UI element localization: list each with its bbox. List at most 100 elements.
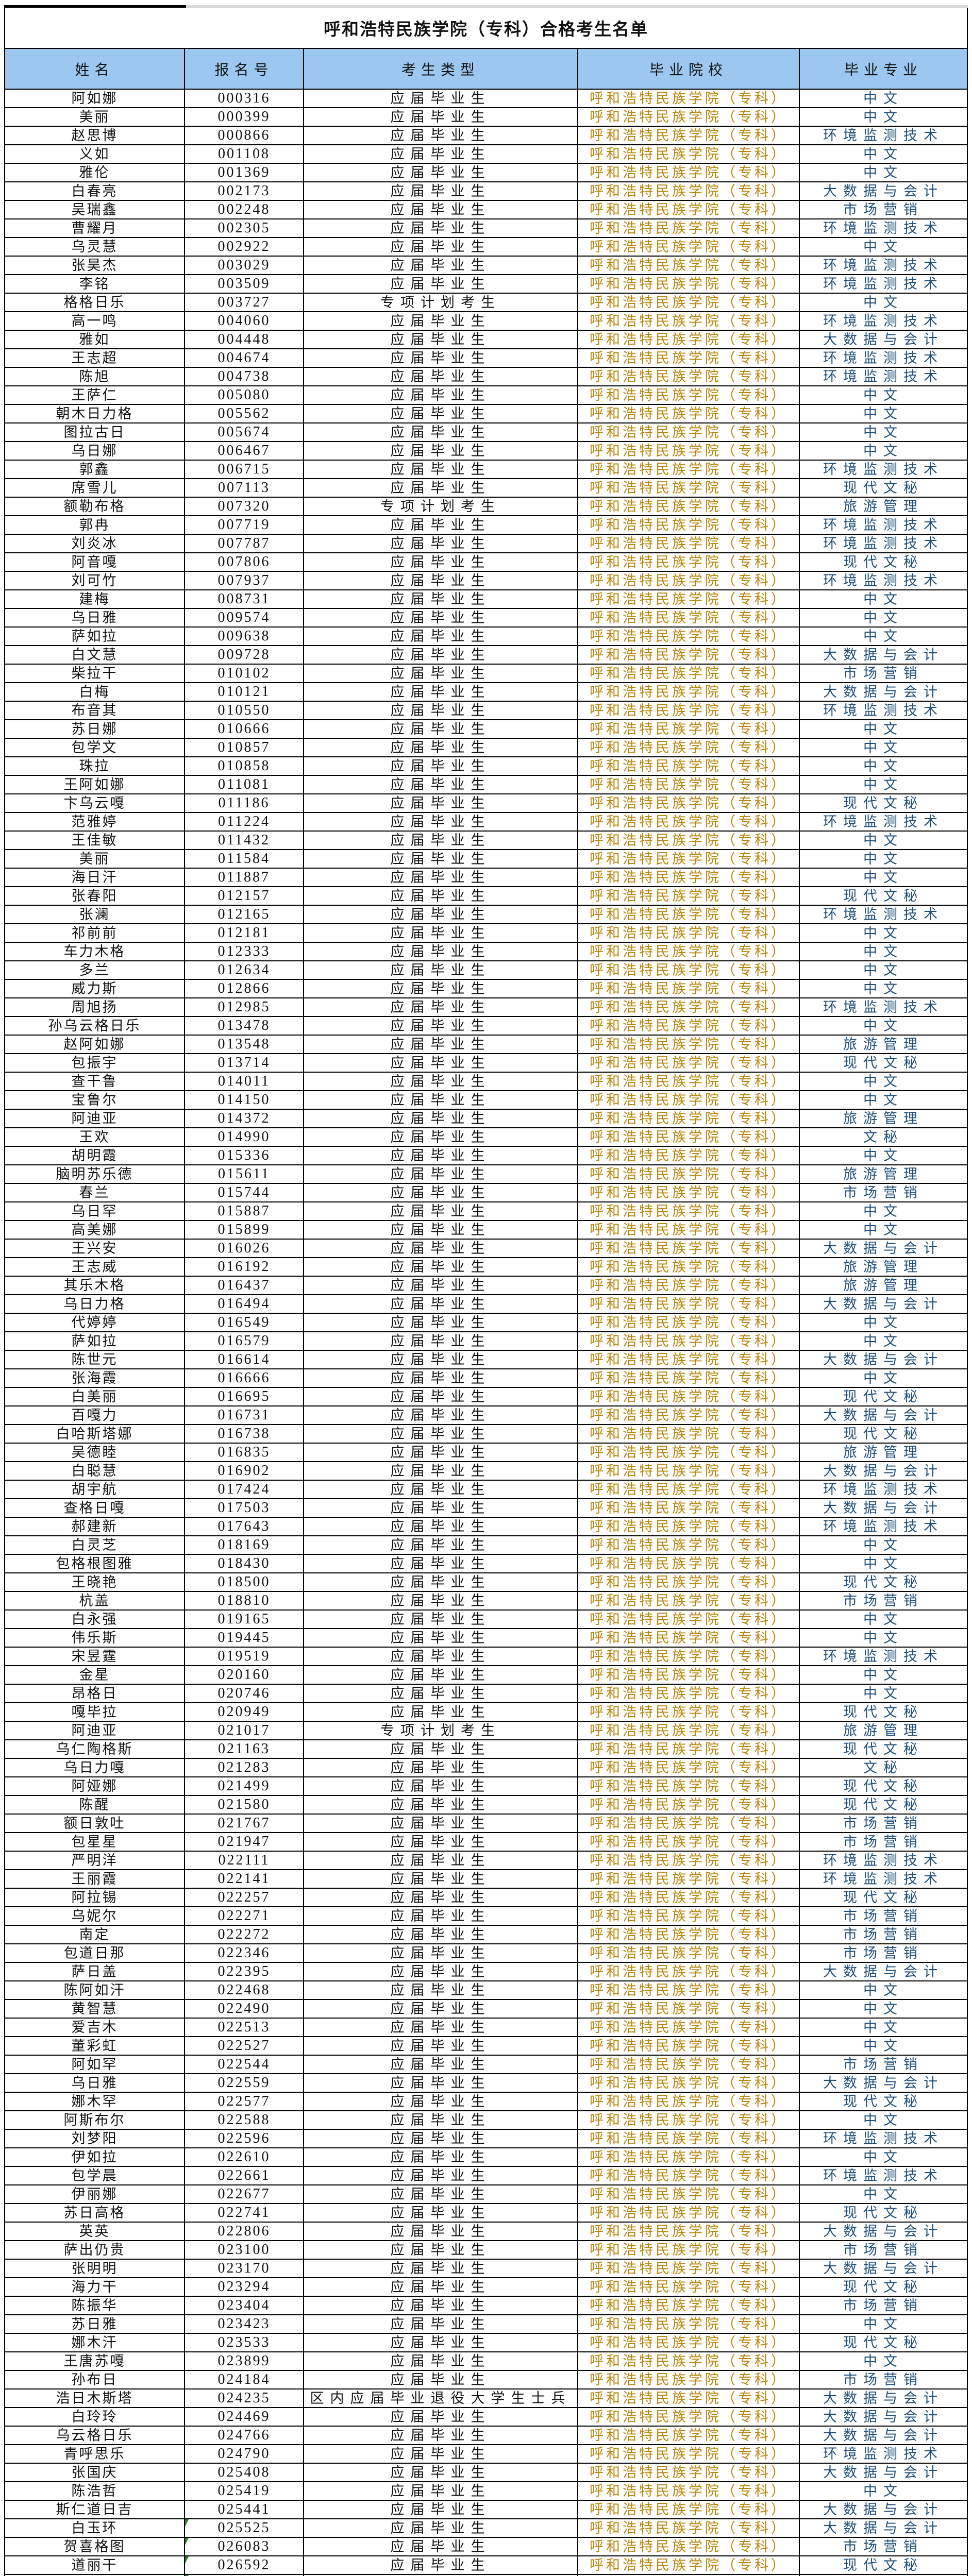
major-cell: 环境监测技术	[823, 814, 944, 829]
regno-cell: 016494	[185, 1295, 304, 1313]
table-row: 乌仁其木格026700应届毕业生呼和浩特民族学院（专科）大数据与会计	[5, 2575, 967, 2576]
type-cell: 应届毕业生	[304, 1406, 578, 1424]
major-cell: 大数据与会计	[823, 2409, 944, 2425]
regno-cell: 024184	[185, 2371, 304, 2388]
table-row: 陈浩哲 025419 应届毕业生 呼和浩特民族学院（专科） 中文	[5, 2482, 967, 2501]
table-row: 嘎毕拉 020949 应届毕业生 呼和浩特民族学院（专科） 现代文秘	[5, 1703, 967, 1722]
table-row: 萨日盖 022395 应届毕业生 呼和浩特民族学院（专科） 大数据与会计	[5, 1963, 967, 1981]
type-cell: 应届毕业生	[304, 1573, 578, 1591]
regno-cell: 009728	[185, 646, 304, 664]
type-cell: 应届毕业生	[304, 479, 578, 497]
type-cell: 应届毕业生	[304, 1981, 578, 1999]
table-row: 陈旭 004738 应届毕业生 呼和浩特民族学院（专科） 环境监测技术	[5, 368, 967, 386]
table-row: 查干鲁 014011 应届毕业生 呼和浩特民族学院（专科） 中文	[5, 1073, 967, 1091]
major-cell: 现代文秘	[843, 554, 924, 570]
major-cell: 中文	[863, 1222, 903, 1238]
name-cell: 白永强	[5, 1611, 185, 1628]
type-cell: 应届毕业生	[304, 1036, 578, 1053]
table-row: 张明明 023170 应届毕业生 呼和浩特民族学院（专科） 大数据与会计	[5, 2260, 967, 2278]
school-cell: 呼和浩特民族学院（专科）	[578, 906, 800, 923]
name-cell: 郭鑫	[5, 461, 185, 478]
name-cell: 乌日罕	[5, 1202, 185, 1220]
major-cell: 大数据与会计	[823, 2501, 944, 2517]
table-row: 赵阿如娜 013548 应届毕业生 呼和浩特民族学院（专科） 旅游管理	[5, 1036, 967, 1054]
type-cell: 应届毕业生	[304, 2000, 578, 2018]
school-cell: 呼和浩特民族学院（专科）	[578, 1165, 800, 1183]
regno-cell: 022544	[185, 2056, 304, 2073]
school-cell: 呼和浩特民族学院（专科）	[578, 924, 800, 942]
name-cell: 陈浩哲	[5, 2482, 185, 2500]
name-cell: 范雅婷	[5, 813, 185, 831]
major-cell: 中文	[863, 1685, 903, 1701]
regno-cell: 022677	[185, 2185, 304, 2203]
school-cell: 呼和浩特民族学院（专科）	[578, 257, 800, 274]
table-row: 王晓艳 018500 应届毕业生 呼和浩特民族学院（专科） 现代文秘	[5, 1573, 967, 1592]
name-cell: 阿迪亚	[5, 1722, 185, 1739]
type-cell: 应届毕业生	[304, 628, 578, 645]
name-cell: 赵阿如娜	[5, 1036, 185, 1053]
table-row: 乌日雅 022559 应届毕业生 呼和浩特民族学院（专科） 大数据与会计	[5, 2074, 967, 2093]
name-cell: 陈旭	[5, 368, 185, 385]
regno-cell: 021163	[185, 1740, 304, 1758]
regno-cell: 002922	[185, 238, 304, 256]
regno-cell: 018810	[185, 1592, 304, 1609]
school-cell: 呼和浩特民族学院（专科）	[578, 943, 800, 960]
school-cell: 呼和浩特民族学院（专科）	[578, 572, 800, 589]
regno-cell: 017643	[185, 1518, 304, 1535]
regno-cell: 012157	[185, 887, 304, 905]
table-row: 青呼思乐 024790 应届毕业生 呼和浩特民族学院（专科） 环境监测技术	[5, 2445, 967, 2464]
regno-cell: 024766	[185, 2427, 304, 2444]
table-header-row: 姓名 报名号 考生类型 毕业院校 毕业专业	[5, 49, 967, 90]
school-cell: 呼和浩特民族学院（专科）	[578, 720, 800, 738]
table-row: 乌日雅 009574 应届毕业生 呼和浩特民族学院（专科） 中文	[5, 609, 967, 628]
major-cell: 中文	[863, 851, 903, 867]
regno-cell: 023423	[185, 2315, 304, 2333]
name-cell: 白文慧	[5, 646, 185, 664]
name-cell: 王阿如娜	[5, 776, 185, 793]
type-cell: 应届毕业生	[304, 2185, 578, 2203]
school-cell: 呼和浩特民族学院（专科）	[578, 1314, 800, 1331]
type-cell: 应届毕业生	[304, 1017, 578, 1035]
table-row: 布音其 010550 应届毕业生 呼和浩特民族学院（专科） 环境监测技术	[5, 702, 967, 720]
name-cell: 张明明	[5, 2260, 185, 2277]
table-row: 乌日罕 015887 应届毕业生 呼和浩特民族学院（专科） 中文	[5, 1202, 967, 1221]
table-row: 范雅婷 011224 应届毕业生 呼和浩特民族学院（专科） 环境监测技术	[5, 813, 967, 832]
name-cell: 乌云格日乐	[5, 2427, 185, 2444]
regno-cell: 014990	[185, 1128, 304, 1146]
table-row: 董彩虹 022527 应届毕业生 呼和浩特民族学院（专科） 中文	[5, 2037, 967, 2056]
major-cell: 大数据与会计	[823, 2464, 944, 2480]
name-cell: 娜木汗	[5, 2334, 185, 2351]
name-cell: 额日敦吐	[5, 1815, 185, 1832]
table-row: 白永强 019165 应届毕业生 呼和浩特民族学院（专科） 中文	[5, 1611, 967, 1629]
regno-cell: 023533	[185, 2334, 304, 2351]
type-cell: 应届毕业生	[304, 2260, 578, 2277]
table-row: 白玉环 025525 应届毕业生 呼和浩特民族学院（专科） 大数据与会计	[5, 2519, 967, 2538]
name-cell: 陈振华	[5, 2297, 185, 2314]
regno-cell: 023100	[185, 2241, 304, 2259]
type-cell: 应届毕业生	[304, 1852, 578, 1869]
school-cell: 呼和浩特民族学院（专科）	[578, 1332, 800, 1350]
regno-cell: 007719	[185, 516, 304, 534]
school-cell: 呼和浩特民族学院（专科）	[578, 1202, 800, 1220]
type-cell: 应届毕业生	[304, 850, 578, 868]
major-cell: 环境监测技术	[823, 220, 944, 236]
name-cell: 孙乌云格日乐	[5, 1017, 185, 1035]
school-cell: 呼和浩特民族学院（专科）	[578, 1481, 800, 1498]
name-cell: 乌仁其木格	[5, 2575, 185, 2576]
page-title: 呼和浩特民族学院（专科）合格考生名单	[5, 8, 967, 49]
school-cell: 呼和浩特民族学院（专科）	[578, 1722, 800, 1739]
column-header-school: 毕业院校	[578, 49, 800, 89]
column-header-regno: 报名号	[185, 49, 304, 89]
regno-cell: 007320	[185, 498, 304, 515]
regno-cell: 013478	[185, 1017, 304, 1035]
table-row: 张澜 012165 应届毕业生 呼和浩特民族学院（专科） 环境监测技术	[5, 906, 967, 924]
school-cell: 呼和浩特民族学院（专科）	[578, 1611, 800, 1628]
school-cell: 呼和浩特民族学院（专科）	[578, 1369, 800, 1387]
regno-cell: 021283	[185, 1759, 304, 1776]
major-cell: 中文	[863, 1630, 903, 1646]
school-cell: 呼和浩特民族学院（专科）	[578, 219, 800, 237]
name-cell: 高一鸣	[5, 312, 185, 330]
table-row: 刘梦阳 022596 应届毕业生 呼和浩特民族学院（专科） 环境监测技术	[5, 2130, 967, 2148]
type-cell: 应届毕业生	[304, 1648, 578, 1665]
type-cell: 应届毕业生	[304, 368, 578, 385]
